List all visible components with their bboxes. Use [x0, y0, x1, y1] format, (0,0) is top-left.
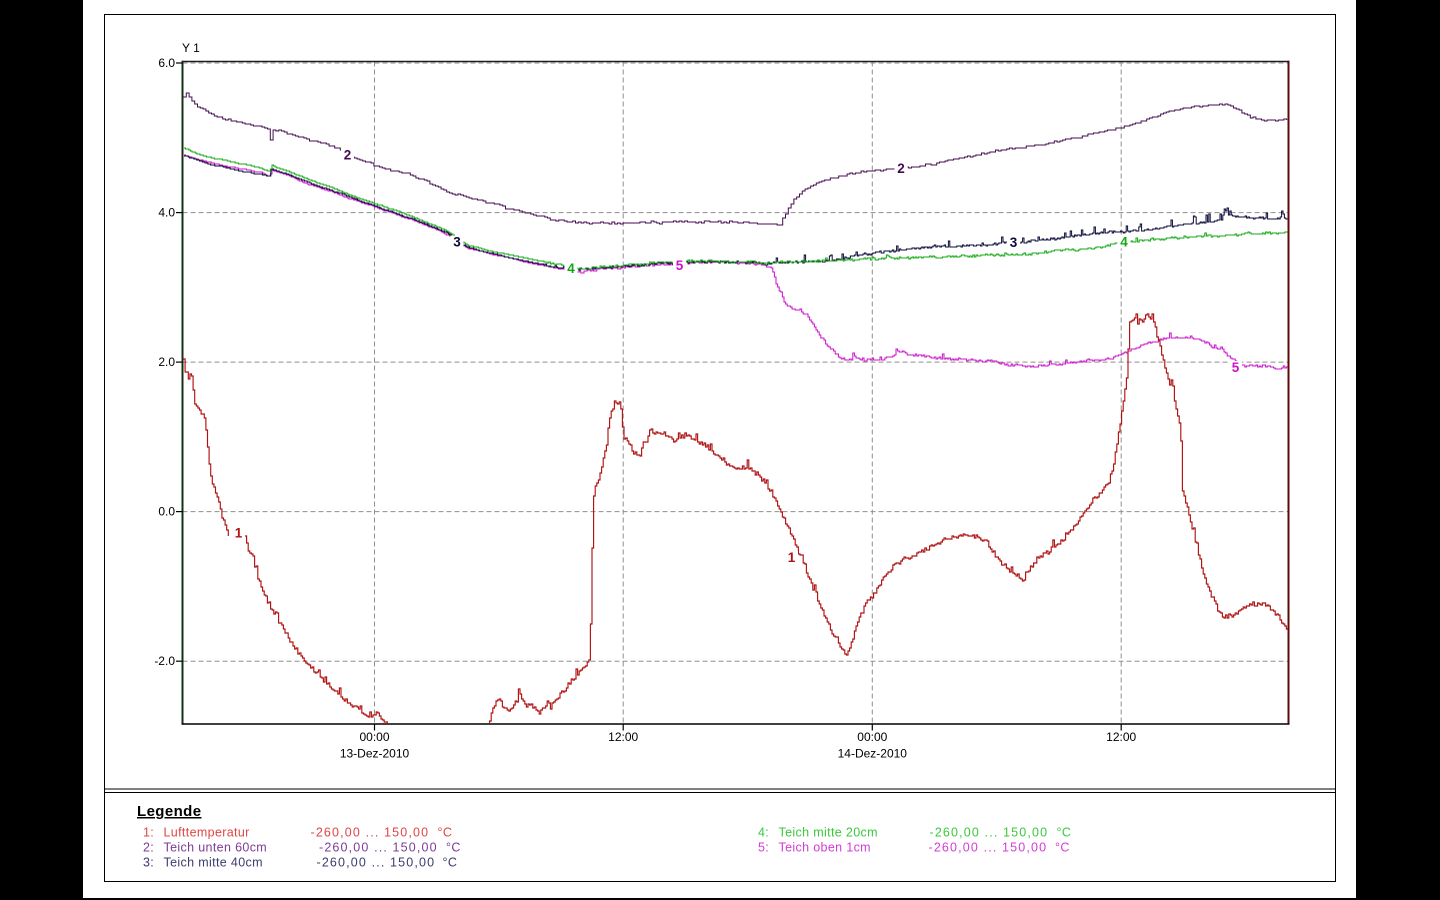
svg-text:-260,00 ... 150,00: -260,00 ... 150,00 — [311, 826, 430, 840]
svg-text:°C: °C — [1055, 841, 1070, 855]
svg-text:5: 5 — [1232, 360, 1240, 375]
svg-text:Teich mitte 40cm: Teich mitte 40cm — [164, 856, 263, 870]
svg-text:00:00: 00:00 — [857, 730, 887, 744]
svg-text:-260,00 ... 150,00: -260,00 ... 150,00 — [929, 841, 1048, 855]
svg-text:0.0: 0.0 — [158, 505, 175, 519]
svg-text:3:: 3: — [143, 856, 154, 870]
svg-text:12:00: 12:00 — [1106, 730, 1136, 744]
svg-text:12:00: 12:00 — [608, 730, 638, 744]
svg-text:2: 2 — [344, 148, 352, 163]
svg-text:5:: 5: — [758, 841, 769, 855]
svg-text:°C: °C — [443, 856, 458, 870]
svg-text:2.0: 2.0 — [158, 355, 175, 369]
svg-text:-260,00 ... 150,00: -260,00 ... 150,00 — [930, 826, 1049, 840]
svg-text:2: 2 — [897, 161, 905, 176]
svg-text:Y 1: Y 1 — [182, 41, 200, 55]
svg-text:-260,00 ... 150,00: -260,00 ... 150,00 — [317, 856, 436, 870]
svg-text:1: 1 — [788, 550, 796, 565]
svg-text:13-Dez-2010: 13-Dez-2010 — [340, 747, 410, 761]
svg-text:°C: °C — [438, 826, 453, 840]
svg-text:4: 4 — [1120, 235, 1128, 250]
svg-text:1: 1 — [235, 526, 243, 541]
svg-text:4: 4 — [567, 261, 575, 276]
svg-text:14-Dez-2010: 14-Dez-2010 — [838, 747, 908, 761]
svg-text:-2.0: -2.0 — [154, 654, 175, 668]
svg-text:3: 3 — [1010, 235, 1018, 250]
svg-text:Teich oben 1cm: Teich oben 1cm — [779, 841, 871, 855]
svg-text:4.0: 4.0 — [158, 206, 175, 220]
svg-text:Teich unten 60cm: Teich unten 60cm — [164, 841, 268, 855]
svg-text:2:: 2: — [143, 841, 154, 855]
svg-text:3: 3 — [453, 235, 461, 250]
svg-text:°C: °C — [1057, 826, 1072, 840]
svg-text:6.0: 6.0 — [158, 56, 175, 70]
svg-text:Lufttemperatur: Lufttemperatur — [164, 826, 250, 840]
svg-text:-260,00 ... 150,00: -260,00 ... 150,00 — [319, 841, 438, 855]
svg-text:4:: 4: — [758, 826, 769, 840]
svg-text:00:00: 00:00 — [359, 730, 389, 744]
svg-text:Teich mitte 20cm: Teich mitte 20cm — [779, 826, 878, 840]
svg-text:5: 5 — [676, 258, 684, 273]
svg-text:°C: °C — [446, 841, 461, 855]
svg-text:Legende: Legende — [137, 803, 201, 820]
svg-text:1:: 1: — [143, 826, 154, 840]
